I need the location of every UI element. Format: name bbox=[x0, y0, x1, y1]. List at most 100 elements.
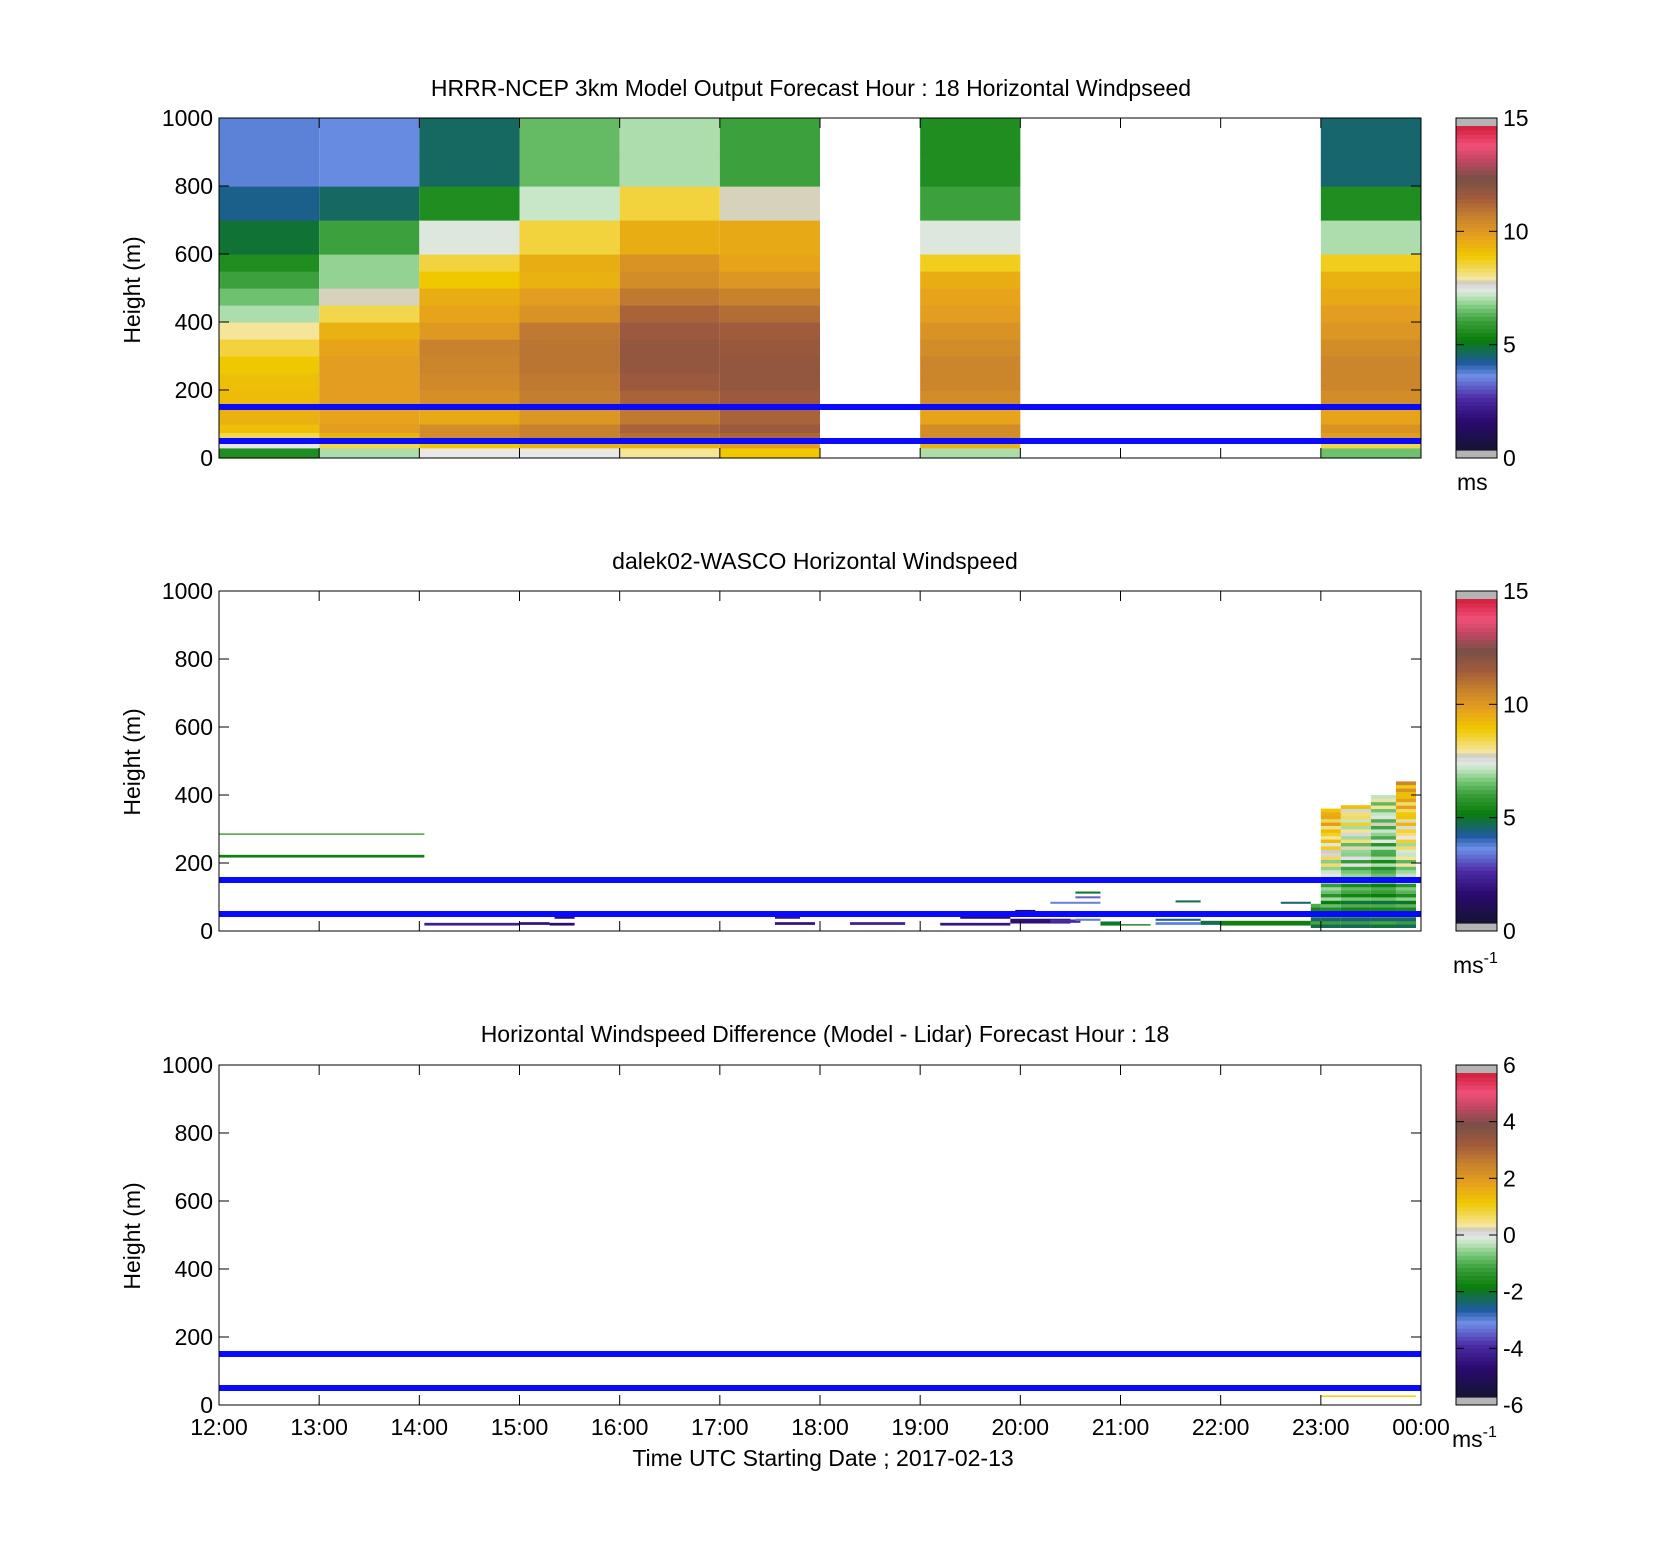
heatmap-cell bbox=[920, 254, 1021, 272]
colorbar-band bbox=[1456, 1283, 1497, 1289]
colorbar-band bbox=[1456, 243, 1497, 249]
colorbar-band bbox=[1456, 227, 1497, 232]
colorbar-band bbox=[1456, 692, 1497, 697]
colorbar-band bbox=[1456, 1206, 1497, 1212]
heatmap-cell bbox=[1320, 863, 1341, 867]
heatmap-cell bbox=[419, 322, 520, 340]
colorbar-band bbox=[1456, 356, 1497, 362]
heatmap-cell bbox=[1340, 890, 1371, 894]
heatmap-cell bbox=[1320, 900, 1341, 905]
colorbar-band bbox=[1456, 1328, 1497, 1333]
heatmap-cell bbox=[1320, 859, 1341, 864]
colorbar-band bbox=[1456, 1392, 1497, 1398]
colorbar-band bbox=[1456, 1388, 1497, 1394]
panel-model-cells bbox=[219, 118, 1421, 459]
x-tick-label: 16:00 bbox=[591, 1414, 649, 1440]
x-tick-label: 14:00 bbox=[391, 1414, 449, 1440]
colorbar-band bbox=[1456, 684, 1497, 689]
colorbar-band bbox=[1456, 898, 1497, 904]
heatmap-cell bbox=[319, 220, 420, 255]
heatmap-cell bbox=[1320, 920, 1341, 925]
colorbar-band bbox=[1456, 158, 1497, 164]
colorbar-band bbox=[1456, 1174, 1497, 1179]
heatmap-cell bbox=[920, 441, 1021, 449]
heatmap-cell bbox=[319, 322, 420, 340]
y-tick-label: 1000 bbox=[162, 578, 213, 604]
heatmap-cell bbox=[1370, 818, 1396, 823]
heatmap-cell bbox=[1320, 846, 1341, 850]
heatmap-cell bbox=[1395, 808, 1416, 813]
heatmap-cell bbox=[1320, 152, 1421, 187]
heatmap-cell bbox=[219, 833, 425, 835]
heatmap-cell bbox=[1310, 917, 1321, 922]
panel-diff-cells bbox=[1320, 1395, 1416, 1397]
heatmap-cell bbox=[1370, 852, 1396, 857]
heatmap-cell bbox=[419, 254, 520, 272]
colorbar-band bbox=[1456, 312, 1497, 317]
heatmap-cell bbox=[519, 390, 620, 408]
colorbar-band bbox=[1456, 910, 1497, 916]
heatmap-cell bbox=[1320, 220, 1421, 255]
colorbar-band bbox=[1456, 1267, 1497, 1273]
heatmap-cell bbox=[920, 118, 1021, 153]
colorbar-band bbox=[1456, 878, 1497, 884]
colorbar-band bbox=[1456, 1129, 1497, 1135]
heatmap-cell bbox=[1395, 829, 1416, 833]
heatmap-cell bbox=[1395, 788, 1416, 792]
colorbar-band bbox=[1456, 170, 1497, 176]
colorbar-band bbox=[1456, 352, 1497, 358]
heatmap-cell bbox=[219, 254, 320, 272]
colorbar-band bbox=[1456, 1279, 1497, 1285]
colorbar-band bbox=[1456, 607, 1497, 612]
heatmap-cell bbox=[1100, 924, 1151, 926]
colorbar-band bbox=[1456, 364, 1497, 370]
heatmap-cell bbox=[1370, 924, 1396, 928]
y-tick-label: 200 bbox=[175, 1324, 213, 1350]
colorbar-band bbox=[1456, 1372, 1497, 1378]
y-tick-label: 400 bbox=[175, 1256, 213, 1282]
colorbar-band bbox=[1456, 886, 1497, 892]
colorbar-band bbox=[1456, 275, 1497, 281]
x-tick-label: 22:00 bbox=[1192, 1414, 1250, 1440]
heatmap-cell bbox=[1370, 893, 1396, 898]
colorbar-band bbox=[1456, 1247, 1497, 1252]
colorbar-band bbox=[1456, 178, 1497, 184]
y-tick-label: 1000 bbox=[162, 1052, 213, 1078]
colorbar-band bbox=[1456, 870, 1497, 875]
heatmap-cell bbox=[1395, 863, 1416, 867]
heatmap-cell bbox=[719, 305, 820, 323]
colorbar-tick-label: 0 bbox=[1503, 445, 1516, 471]
colorbar-band bbox=[1456, 756, 1497, 762]
y-tick-label: 0 bbox=[200, 918, 213, 944]
heatmap-cell bbox=[774, 922, 815, 925]
colorbar-band bbox=[1456, 623, 1497, 628]
colorbar-band bbox=[1456, 279, 1497, 285]
heatmap-cell bbox=[1320, 356, 1421, 374]
panel-lidar: dalek02-WASCO Horizontal Windspeed Heigh… bbox=[119, 548, 1529, 978]
x-tick-label: 13:00 bbox=[290, 1414, 348, 1440]
heatmap-cell bbox=[519, 220, 620, 255]
panel-diff-colorbar-unit-exp: -1 bbox=[1483, 1424, 1497, 1441]
heatmap-cell bbox=[1395, 798, 1416, 803]
heatmap-cell bbox=[1370, 829, 1396, 833]
heatmap-cell bbox=[1340, 808, 1371, 813]
colorbar-band bbox=[1456, 748, 1497, 754]
heatmap-cell bbox=[619, 407, 720, 425]
heatmap-cell bbox=[719, 152, 820, 187]
heatmap-cell bbox=[1370, 849, 1396, 854]
heatmap-cell bbox=[719, 407, 820, 425]
colorbar-band bbox=[1456, 643, 1497, 649]
heatmap-cell bbox=[619, 447, 720, 459]
colorbar-band bbox=[1456, 837, 1497, 843]
heatmap-cell bbox=[219, 447, 320, 459]
colorbar-band bbox=[1456, 882, 1497, 888]
heatmap-cell bbox=[1320, 822, 1341, 826]
panel-lidar-colorbar-unit-base: ms bbox=[1453, 952, 1484, 978]
colorbar-band bbox=[1456, 785, 1497, 790]
heatmap-cell bbox=[519, 922, 550, 925]
heatmap-cell bbox=[419, 288, 520, 306]
heatmap-cell bbox=[1370, 846, 1396, 850]
heatmap-cell bbox=[1370, 869, 1396, 874]
panel-model-colorbar: 0 5 10 15 bbox=[1455, 105, 1529, 471]
heatmap-cell bbox=[920, 288, 1021, 306]
